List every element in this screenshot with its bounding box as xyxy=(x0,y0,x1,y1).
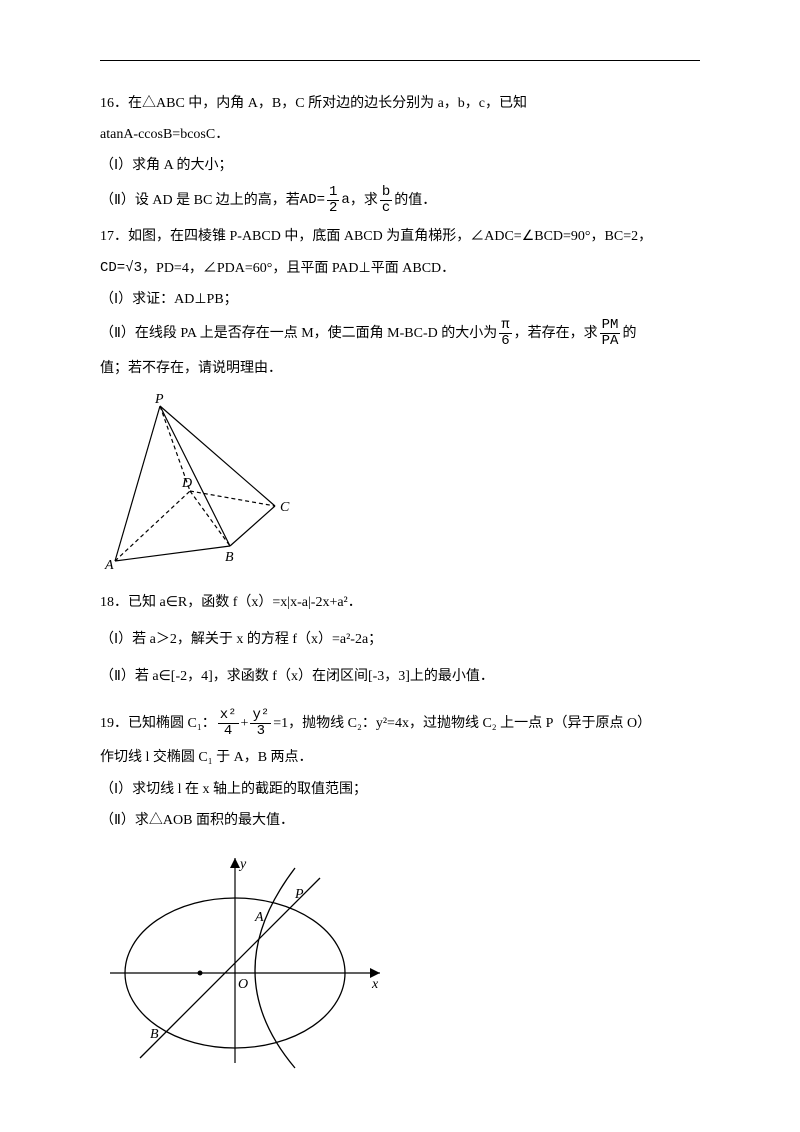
label-P: P xyxy=(294,887,304,902)
p17-part1-text: （Ⅰ）求证：AD⊥PB； xyxy=(100,287,238,312)
p16-part2: （Ⅱ）设 AD 是 BC 边上的高，若 AD= 1 2 a ，求 b c 的值． xyxy=(100,185,700,217)
problem-16: 16．在△ABC 中，内角 A，B，C 所对边的边长分别为 a，b，c，已知 a… xyxy=(100,91,700,216)
p17-line2: CD= √3 ，PD=4，∠PDA=60°，且平面 PAD⊥平面 ABCD． xyxy=(100,256,700,281)
p16-frac-num: 1 xyxy=(327,185,339,201)
p19-intro: 19．已知椭圆 C₁： x² 4 + y² 3 =1，抛物线 C₂：y²=4x，… xyxy=(100,708,700,740)
p16-part2-mid: ，求 xyxy=(350,188,378,213)
label-A: A xyxy=(254,910,264,925)
p17-pm-den: PA xyxy=(600,334,621,349)
problem-18: 18．已知 a∈R，函数 f（x）=x|x-a|-2x+a²． （Ⅰ）若 a＞2… xyxy=(100,590,700,690)
label-D: D xyxy=(181,476,192,491)
ellipse-parabola-svg: y x O A P B xyxy=(100,843,400,1073)
label-A: A xyxy=(104,558,114,571)
p19-part2: （Ⅱ）求△AOB 面积的最大值． xyxy=(100,808,700,833)
p19-line2-text: 作切线 l 交椭圆 C₁ 于 A，B 两点． xyxy=(100,745,313,770)
p18-part1-text: （Ⅰ）若 a＞2，解关于 x 的方程 f（x）=a²-2a； xyxy=(100,627,382,652)
label-B: B xyxy=(150,1027,159,1042)
p17-intro: 17．如图，在四棱锥 P-ABCD 中，底面 ABCD 为直角梯形，∠ADC=∠… xyxy=(100,224,700,249)
p17-pi-den: 6 xyxy=(499,334,511,349)
p16-ad: AD= xyxy=(300,188,325,213)
p19-frac1-den: 4 xyxy=(222,724,234,739)
label-O: O xyxy=(238,977,248,992)
label-B: B xyxy=(225,550,234,565)
p17-part2-line2: 值；若不存在，请说明理由． xyxy=(100,356,282,381)
p16-frac2-num: b xyxy=(380,185,392,201)
p18-part1: （Ⅰ）若 a＞2，解关于 x 的方程 f（x）=a²-2a； xyxy=(100,627,700,652)
p19-line2: 作切线 l 交椭圆 C₁ 于 A，B 两点． xyxy=(100,745,700,770)
label-C: C xyxy=(280,500,290,515)
p19-part1: （Ⅰ）求切线 l 在 x 轴上的截距的取值范围； xyxy=(100,777,700,802)
p16-eq-text: atanA-ccosB=bcosC． xyxy=(100,122,229,147)
p17-line2-rest: ，PD=4，∠PDA=60°，且平面 PAD⊥平面 ABCD． xyxy=(142,256,455,281)
p16-frac-bc: b c xyxy=(380,185,392,217)
p19-intro-mid: =1，抛物线 C₂：y²=4x，过抛物线 C₂ 上一点 P（异于原点 O） xyxy=(273,711,651,736)
p17-part2-cont: 值；若不存在，请说明理由． xyxy=(100,356,700,381)
p19-part2-text: （Ⅱ）求△AOB 面积的最大值． xyxy=(100,808,294,833)
p17-part1: （Ⅰ）求证：AD⊥PB； xyxy=(100,287,700,312)
p19-frac1-num: x² xyxy=(218,708,239,724)
label-y: y xyxy=(238,857,247,872)
p19-figure: y x O A P B xyxy=(100,843,700,1082)
p17-pm-num: PM xyxy=(600,318,621,334)
p18-part2: （Ⅱ）若 a∈[-2，4]，求函数 f（x）在闭区间[-3，3]上的最小值． xyxy=(100,664,700,689)
p17-part2: （Ⅱ）在线段 PA 上是否存在一点 M，使二面角 M-BC-D 的大小为 π 6… xyxy=(100,318,700,350)
p16-part2-pre: （Ⅱ）设 AD 是 BC 边上的高，若 xyxy=(100,188,300,213)
p18-part2-text: （Ⅱ）若 a∈[-2，4]，求函数 f（x）在闭区间[-3，3]上的最小值． xyxy=(100,664,494,689)
p17-part2-mid: ，若存在，求 xyxy=(514,321,598,346)
p16-part1-text: （Ⅰ）求角 A 的大小； xyxy=(100,153,232,178)
p16-equation: atanA-ccosB=bcosC． xyxy=(100,122,700,147)
p18-intro-text: 18．已知 a∈R，函数 f（x）=x|x-a|-2x+a²． xyxy=(100,590,362,615)
p16-intro: 16．在△ABC 中，内角 A，B，C 所对边的边长分别为 a，b，c，已知 xyxy=(100,91,700,116)
p16-frac2-den: c xyxy=(380,201,392,216)
p19-part1-text: （Ⅰ）求切线 l 在 x 轴上的截距的取值范围； xyxy=(100,777,367,802)
problem-19: 19．已知椭圆 C₁： x² 4 + y² 3 =1，抛物线 C₂：y²=4x，… xyxy=(100,708,700,1083)
p16-part2-end: 的值． xyxy=(394,188,436,213)
p17-figure: P A B C D xyxy=(100,391,700,580)
document-page: 16．在△ABC 中，内角 A，B，C 所对边的边长分别为 a，b，c，已知 a… xyxy=(0,0,800,1132)
top-rule xyxy=(100,60,700,61)
p16-part1: （Ⅰ）求角 A 的大小； xyxy=(100,153,700,178)
p17-pi-num: π xyxy=(499,318,511,334)
p19-intro-pre: 19．已知椭圆 C₁： xyxy=(100,711,216,736)
p17-part2-end: 的 xyxy=(622,321,636,346)
label-P: P xyxy=(154,392,164,407)
problem-17: 17．如图，在四棱锥 P-ABCD 中，底面 ABCD 为直角梯形，∠ADC=∠… xyxy=(100,224,700,580)
p16-frac-den: 2 xyxy=(327,201,339,216)
p18-intro: 18．已知 a∈R，函数 f（x）=x|x-a|-2x+a²． xyxy=(100,590,700,615)
p16-frac-half: 1 2 xyxy=(327,185,339,217)
p19-frac2-den: 3 xyxy=(255,724,267,739)
p17-intro-text: 17．如图，在四棱锥 P-ABCD 中，底面 ABCD 为直角梯形，∠ADC=∠… xyxy=(100,224,652,249)
p19-frac-y23: y² 3 xyxy=(250,708,271,740)
p16-a: a xyxy=(341,188,349,213)
p16-intro-text: 16．在△ABC 中，内角 A，B，C 所对边的边长分别为 a，b，c，已知 xyxy=(100,91,527,116)
pyramid-svg: P A B C D xyxy=(100,391,310,571)
label-x: x xyxy=(371,977,379,992)
p17-part2-pre: （Ⅱ）在线段 PA 上是否存在一点 M，使二面角 M-BC-D 的大小为 xyxy=(100,321,497,346)
p17-frac-pi6: π 6 xyxy=(499,318,511,350)
p19-plus: + xyxy=(241,711,249,736)
p17-frac-pmpa: PM PA xyxy=(600,318,621,350)
p17-sqrt3: √3 xyxy=(125,256,142,281)
p19-frac2-num: y² xyxy=(250,708,271,724)
p19-frac-x24: x² 4 xyxy=(218,708,239,740)
p17-cd-pre: CD= xyxy=(100,256,125,281)
